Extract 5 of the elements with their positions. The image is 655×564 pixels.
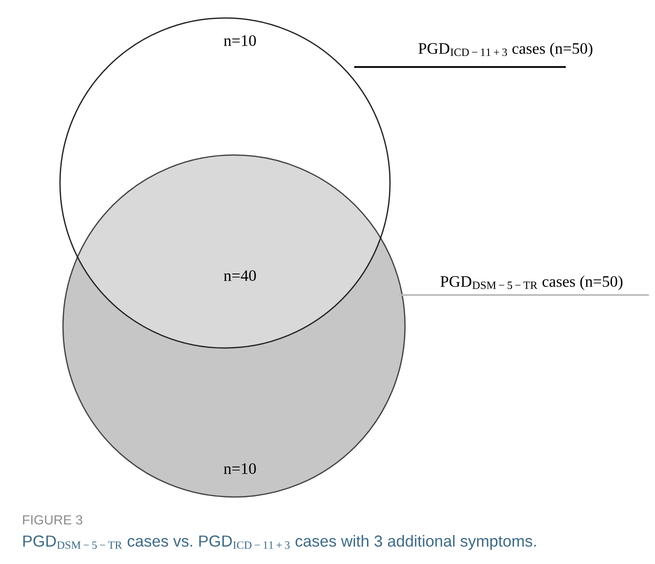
data-label: n=10 [224, 35, 256, 46]
text: PGD$_{DSM−5−TR}$ cases vs. PGD$_{ICD−11+3}$ cases with 3 additional symptoms. [23, 535, 536, 550]
text: PGD$_{DSM−5−TR}$ cases (n=50) [440, 276, 622, 290]
text: PGD$_{ICD−11+3}$ cases (n=50) [418, 42, 592, 58]
text: FIGURE 3 [23, 515, 82, 525]
